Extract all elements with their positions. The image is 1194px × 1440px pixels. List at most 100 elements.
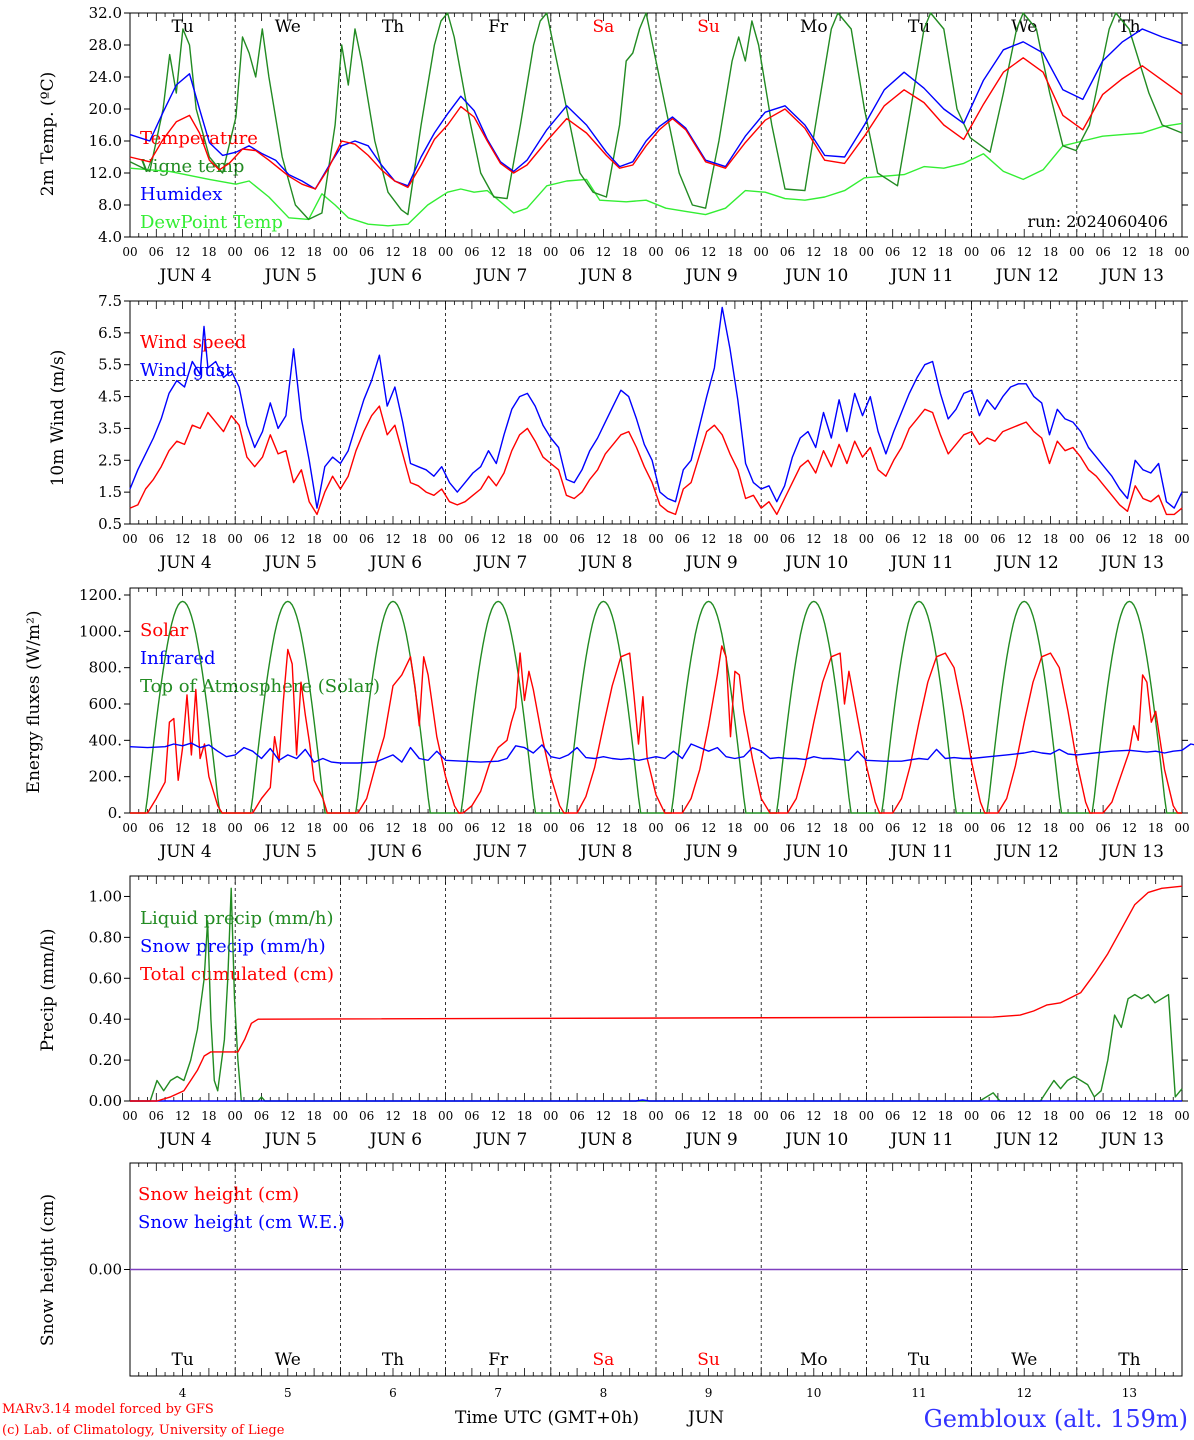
hour-label: 12: [701, 245, 716, 259]
hour-label: 00: [859, 245, 874, 259]
hour-label: 00: [964, 245, 979, 259]
date-label: JUN 12: [994, 553, 1059, 573]
precip-panel: Precip (mm/h) Liquid precip (mm/h) Snow …: [38, 875, 1190, 1150]
hour-label: 00: [438, 1109, 453, 1123]
date-label: JUN 6: [368, 842, 422, 862]
date-label: JUN 6: [368, 266, 422, 286]
y-tick-label: 24.0: [89, 68, 122, 86]
hour-label: 18: [306, 821, 321, 835]
day-of-week-label: Tu: [171, 17, 193, 37]
hour-label: 18: [517, 821, 532, 835]
legend-temperature: Temperature: [140, 128, 258, 149]
hour-label: 06: [569, 821, 584, 835]
hour-label: 00: [648, 245, 663, 259]
hour-label: 00: [754, 1109, 769, 1123]
date-label: JUN 11: [888, 1130, 953, 1150]
hour-label: 06: [1095, 1109, 1110, 1123]
date-label: JUN 12: [994, 842, 1059, 862]
hour-label: 06: [675, 821, 690, 835]
date-label: JUN 12: [994, 266, 1059, 286]
hour-label: 18: [727, 245, 742, 259]
dewpoint-line: [129, 122, 1183, 227]
legend-vigne-temp: Vigne temp: [139, 156, 244, 177]
footer: MARv3.14 model forced by GFS (c) Lab. of…: [2, 1402, 1188, 1438]
hour-label: 12: [806, 821, 821, 835]
date-label: JUN 9: [683, 842, 737, 862]
day-number-label: 5: [284, 1386, 292, 1400]
y-tick-label: 2.5: [98, 451, 122, 469]
day-of-week-label: Su: [697, 1350, 720, 1370]
hour-label: 12: [175, 532, 190, 546]
wind-panel: 10m Wind (m/s) Wind speed Wind gust 00 06…: [48, 292, 1190, 573]
hour-label: 00: [438, 245, 453, 259]
legend-wind-gust: Wind gust: [140, 360, 233, 381]
date-label: JUN 13: [1099, 1130, 1164, 1150]
date-label: JUN 7: [473, 842, 527, 862]
y-tick-label: 0.40: [89, 1010, 122, 1028]
hour-label: 00: [122, 532, 137, 546]
hour-label: 00: [648, 1109, 663, 1123]
day-of-week-label: Sa: [593, 17, 615, 37]
hour-label: 06: [359, 1109, 374, 1123]
day-of-week-label: We: [275, 1350, 301, 1370]
hour-label: 06: [149, 532, 164, 546]
hour-label: 00: [543, 245, 558, 259]
hour-label: 00: [1174, 821, 1189, 835]
day-number-label: 10: [806, 1386, 821, 1400]
hour-label: 00: [754, 821, 769, 835]
hour-label: 18: [412, 1109, 427, 1123]
hour-label: 12: [280, 532, 295, 546]
y-tick-label: 0.: [108, 804, 122, 822]
hour-label: 12: [491, 821, 506, 835]
date-label: JUN 7: [473, 266, 527, 286]
hour-label: 06: [780, 1109, 795, 1123]
hour-label: 06: [254, 821, 269, 835]
hour-label: 12: [596, 1109, 611, 1123]
infrared-line: [129, 742, 1194, 764]
hour-label: 18: [517, 245, 532, 259]
hour-label: 12: [701, 532, 716, 546]
hour-label: 18: [1043, 1109, 1058, 1123]
hour-label: 00: [964, 532, 979, 546]
hour-label: 12: [1017, 245, 1032, 259]
legend-infrared: Infrared: [140, 648, 215, 669]
temperature-line: [129, 57, 1183, 190]
hour-label: 18: [832, 821, 847, 835]
hour-label: 18: [306, 1109, 321, 1123]
hour-label: 00: [648, 821, 663, 835]
hour-label: 06: [569, 532, 584, 546]
hour-label: 00: [1069, 821, 1084, 835]
y-tick-label: 400.: [89, 731, 122, 749]
hour-label: 12: [596, 245, 611, 259]
hour-label: 12: [806, 1109, 821, 1123]
y-tick-label: 600.: [89, 695, 122, 713]
hour-label: 18: [1148, 245, 1163, 259]
hour-label: 00: [438, 821, 453, 835]
hour-label: 18: [727, 1109, 742, 1123]
hour-label: 18: [727, 532, 742, 546]
hour-label: 12: [491, 532, 506, 546]
hour-label: 12: [1017, 532, 1032, 546]
hour-label: 18: [201, 245, 216, 259]
day-of-week-label: Mo: [800, 17, 828, 37]
hour-label: 06: [1095, 821, 1110, 835]
hour-label: 18: [412, 245, 427, 259]
legend-total-cumulated: Total cumulated (cm): [140, 964, 334, 985]
date-label: JUN 12: [994, 1130, 1059, 1150]
legend-solar: Solar: [140, 620, 189, 641]
hour-label: 00: [648, 532, 663, 546]
y-tick-label: 8.0: [98, 196, 122, 214]
day-number-label: 6: [389, 1386, 397, 1400]
date-label: JUN 9: [683, 266, 737, 286]
hour-label: 18: [938, 821, 953, 835]
legend-top-of-atmosphere: Top of Atmosphere (Solar): [140, 676, 380, 697]
wind-speed-line: [129, 405, 1183, 516]
date-label: JUN 11: [888, 266, 953, 286]
hour-label: 12: [385, 245, 400, 259]
hour-label: 18: [201, 821, 216, 835]
snow-ylabel: Snow height (cm): [38, 1194, 58, 1346]
hour-label: 12: [175, 245, 190, 259]
wind-gust-line: [129, 306, 1183, 509]
hour-label: 12: [491, 245, 506, 259]
